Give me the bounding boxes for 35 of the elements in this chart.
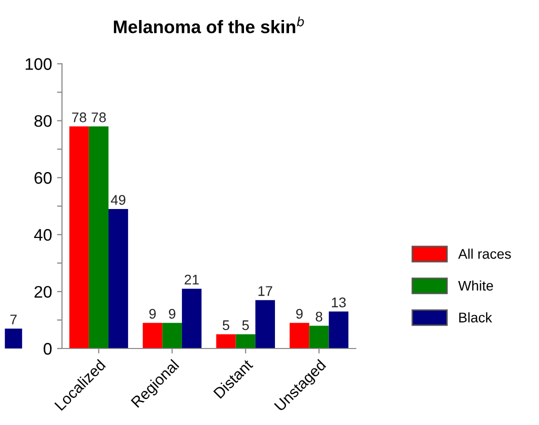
y-tick-label: 40 — [34, 229, 52, 241]
data-label: 78 — [72, 112, 86, 122]
data-label: 5 — [222, 320, 230, 330]
data-label: 7 — [10, 314, 17, 324]
y-tick-label: 60 — [34, 172, 52, 184]
legend-label: White — [458, 280, 494, 291]
bar — [162, 322, 182, 348]
data-label: 5 — [242, 320, 249, 330]
data-label: 13 — [332, 298, 346, 308]
bar — [88, 126, 108, 348]
bar — [255, 300, 275, 348]
data-label: 78 — [92, 112, 106, 122]
bar — [290, 322, 310, 348]
data-label: 21 — [184, 274, 199, 284]
y-tick-label: 20 — [34, 286, 52, 298]
data-label: 17 — [258, 286, 272, 296]
bar — [108, 208, 128, 348]
legend-label: All races — [458, 248, 511, 259]
bar — [142, 322, 162, 348]
legend-label: Black — [459, 312, 492, 322]
data-label: 8 — [316, 312, 322, 322]
chart-title: Melanoma of the skin$^{b}$ — [114, 16, 304, 34]
data-label: 9 — [168, 308, 176, 319]
bar — [69, 126, 89, 348]
data-label: 9 — [296, 308, 303, 319]
bar — [216, 334, 236, 348]
y-tick-label: 80 — [34, 115, 52, 127]
bar — [328, 311, 348, 348]
y-tick-label: 0 — [44, 342, 52, 355]
data-label: 49 — [110, 195, 126, 205]
bar — [182, 288, 202, 348]
y-tick-label: 100 — [26, 58, 52, 70]
bar — [236, 334, 256, 348]
bar — [309, 326, 329, 348]
data-label: 9 — [149, 308, 156, 319]
